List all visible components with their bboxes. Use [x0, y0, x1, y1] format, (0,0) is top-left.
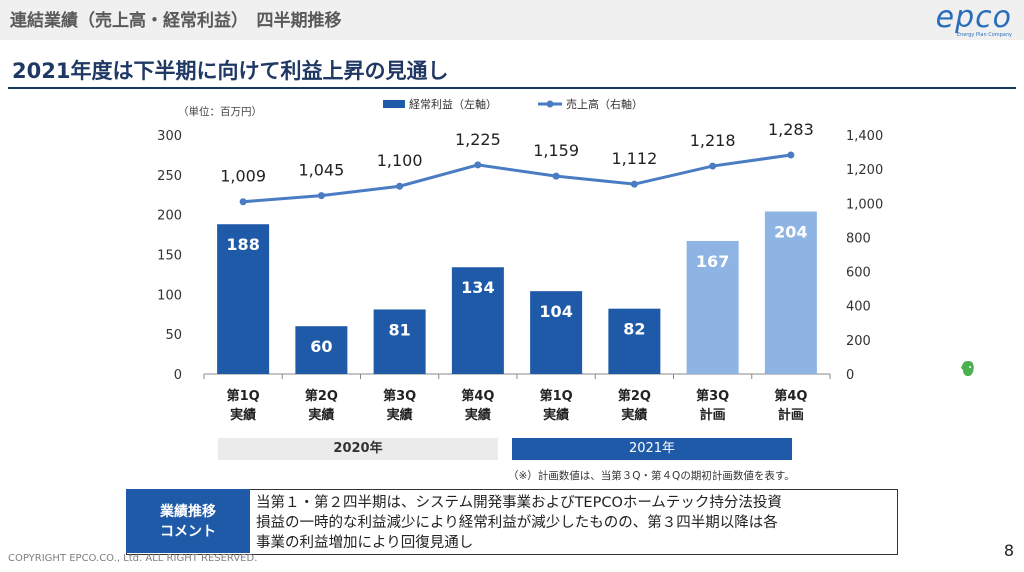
category-label: 第1Q	[227, 388, 260, 404]
category-sublabel: 計画	[778, 407, 804, 423]
sales-point	[787, 151, 795, 159]
y-right-tick-label: 600	[846, 266, 871, 281]
bar-value-label: 134	[461, 278, 494, 297]
y-left-tick-label: 100	[157, 288, 182, 303]
y-right-tick-label: 0	[846, 368, 854, 383]
bar	[764, 211, 817, 374]
sales-value-label: 1,218	[690, 131, 736, 150]
sales-value-label: 1,100	[377, 151, 423, 170]
company-logo: epco	[935, 0, 1012, 35]
bar	[686, 240, 739, 374]
bar	[530, 291, 583, 374]
chart-legend: 経常利益（左軸） 売上高（右軸）	[383, 97, 643, 111]
combo-chart: 188 60 81 134 104 82 167 204 1,009 1,045 1,100 1,2…	[157, 97, 883, 423]
axis-tick-labels: 0 50 100 150 200 250 300 0 200 400 600 800 1,000 1,20…	[157, 129, 883, 383]
legend-bar-label: 経常利益（左軸）	[409, 97, 497, 111]
category-label: 第3Q	[383, 388, 416, 404]
sales-point	[630, 180, 638, 188]
y-right-tick-label: 1,000	[846, 197, 883, 212]
evernote-icon	[961, 361, 974, 377]
legend-line-label: 売上高（右軸）	[566, 97, 643, 111]
y-right-tick-label: 800	[846, 231, 871, 246]
copyright-notice: COPYRIGHT EPCO.CO., Ltd. ALL RIGHT RESER…	[8, 553, 258, 564]
category-label: 第2Q	[618, 388, 651, 404]
category-label: 第4Q	[461, 388, 494, 404]
y-right-tick-label: 200	[846, 334, 871, 349]
y-left-tick-label: 150	[157, 249, 182, 264]
page-number: 8	[1003, 541, 1014, 560]
bar-value-label: 188	[226, 235, 259, 254]
sales-value-label: 1,159	[533, 141, 579, 160]
bar-value-label: 104	[539, 302, 572, 321]
sales-line	[243, 153, 792, 204]
legend-bar-swatch	[383, 100, 405, 108]
comment-line: 事業の利益増加により回復見通し	[256, 535, 474, 551]
year-group-2020: 2020年	[218, 438, 498, 460]
category-sublabel: 実績	[621, 407, 647, 423]
category-sublabel: 実績	[387, 407, 413, 423]
y-right-tick-label: 1,200	[846, 163, 883, 178]
legend-line-marker	[546, 100, 554, 108]
comment-line: 損益の一時的な利益減少により経常利益が減少したものの、第３四半期以降は各	[256, 515, 778, 531]
sales-point	[239, 198, 247, 206]
sales-point	[396, 182, 404, 190]
bar	[451, 267, 504, 374]
y-right-tick-label: 400	[846, 300, 871, 315]
heading-divider	[8, 87, 1016, 89]
year-group-2021: 2021年	[512, 438, 792, 460]
chart-axes	[203, 373, 831, 379]
plan-footnote: （※）計画数値は、当第３Q・第４Qの期初計画数値を表す。	[508, 470, 795, 482]
bar-value-label: 81	[388, 320, 410, 339]
comment-label: 業績推移 コメント	[126, 489, 250, 553]
category-sublabel: 実績	[230, 407, 256, 423]
sales-point	[552, 172, 560, 180]
unit-label: （単位：百万円）	[178, 106, 262, 118]
sales-value-label: 1,112	[611, 149, 657, 168]
bar-value-label: 82	[623, 320, 645, 339]
comment-text: 当第１・第２四半期は、システム開発事業およびTEPCOホームテック持分法投資 損…	[256, 493, 888, 553]
sales-point	[474, 161, 482, 169]
y-left-tick-label: 250	[157, 169, 182, 184]
category-sublabel: 実績	[543, 407, 569, 423]
sales-value-label: 1,225	[455, 130, 501, 149]
category-label: 第4Q	[774, 388, 807, 404]
y-left-tick-label: 300	[157, 129, 182, 144]
category-sublabel: 実績	[308, 407, 334, 423]
section-title: 連結業績（売上高・経常利益） 四半期推移	[10, 11, 342, 31]
bar	[608, 308, 661, 374]
sales-point	[317, 192, 325, 200]
line-series-sales: 1,009 1,045 1,100 1,225 1,159 1,112 1,218 1,283	[220, 120, 814, 206]
bar	[217, 224, 270, 374]
category-sublabel: 計画	[700, 407, 726, 423]
category-label: 第2Q	[305, 388, 338, 404]
company-logo-tagline: Energy Plan Company	[956, 32, 1012, 38]
slide-heading: 2021年度は下半期に向けて利益上昇の見通し	[12, 59, 449, 83]
y-right-tick-label: 1,400	[846, 129, 883, 144]
comment-box	[126, 489, 898, 555]
sales-value-label: 1,283	[768, 120, 814, 139]
category-sublabel: 実績	[465, 407, 491, 423]
bar	[295, 326, 348, 374]
y-left-tick-label: 50	[165, 328, 182, 343]
comment-label-line2: コメント	[160, 524, 216, 540]
bar	[373, 309, 426, 374]
bar-value-label: 204	[774, 222, 807, 241]
header-bar	[0, 0, 1024, 40]
bar-series-ordinary-profit: 188 60 81 134 104 82 167 204	[217, 211, 817, 374]
bar-value-label: 60	[310, 337, 332, 356]
category-label: 第1Q	[540, 388, 573, 404]
category-labels: 第1Q 実績 第2Q 実績 第3Q 実績 第4Q 実績 第1Q 実績 第2Q 実績 第3Q 計画 第4Q 計画	[227, 388, 808, 423]
bar-value-label: 167	[696, 252, 729, 271]
sales-point	[709, 162, 717, 170]
y-left-tick-label: 0	[174, 368, 182, 383]
comment-line: 当第１・第２四半期は、システム開発事業およびTEPCOホームテック持分法投資	[256, 495, 782, 511]
comment-label-line1: 業績推移	[160, 504, 216, 520]
sales-value-label: 1,009	[220, 167, 266, 186]
sales-value-label: 1,045	[298, 161, 344, 180]
y-left-tick-label: 200	[157, 209, 182, 224]
category-label: 第3Q	[696, 388, 729, 404]
